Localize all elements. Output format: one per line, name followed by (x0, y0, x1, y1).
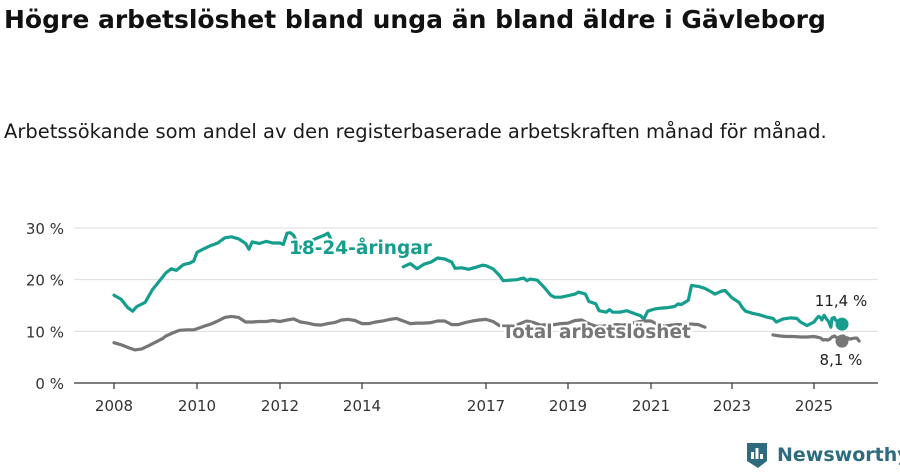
chart-subtitle: Arbetssökande som andel av den registerb… (4, 120, 827, 143)
youth-series-line (401, 256, 846, 330)
x-tick-label: 2017 (467, 397, 505, 415)
total-series-name: Total arbetslöshet (502, 322, 691, 343)
y-tick-label: 30 % (26, 220, 64, 238)
axes: 0 % 10 % 20 % 30 % 2008 2010 2012 2014 2017 2019 2… (26, 220, 878, 415)
y-tick-label: 0 % (35, 375, 64, 393)
x-tick-label: 2014 (343, 397, 381, 415)
x-tick-label: 2023 (713, 397, 751, 415)
total-series-line (112, 314, 707, 352)
youth-series-line (112, 231, 333, 313)
x-tick-label: 2012 (261, 397, 299, 415)
youth-end-point (835, 317, 849, 331)
x-tick-label: 2021 (632, 397, 670, 415)
youth-series-name: 18-24-åringar (289, 237, 433, 259)
newsworthy-logo: Newsworthy (744, 440, 900, 470)
x-tick-label: 2025 (795, 397, 833, 415)
series-labels: 11,4 % 8,1 % 18-24-åringar Total arbetslösh… (287, 235, 867, 369)
x-tick-label: 2008 (95, 397, 133, 415)
chart-title: Högre arbetslöshet bland unga än bland ä… (4, 5, 826, 34)
brand-name: Newsworthy (777, 444, 900, 466)
series-lines (112, 231, 861, 352)
total-series-line (771, 333, 861, 343)
bar-chart-document-icon (744, 441, 770, 469)
y-tick-label: 20 % (26, 272, 64, 290)
total-end-point (835, 334, 849, 348)
total-end-label: 8,1 % (820, 351, 863, 369)
y-tick-label: 10 % (26, 323, 64, 341)
x-tick-label: 2010 (178, 397, 216, 415)
youth-end-label: 11,4 % (815, 292, 867, 310)
grid-lines (74, 227, 878, 332)
x-tick-label: 2019 (549, 397, 587, 415)
